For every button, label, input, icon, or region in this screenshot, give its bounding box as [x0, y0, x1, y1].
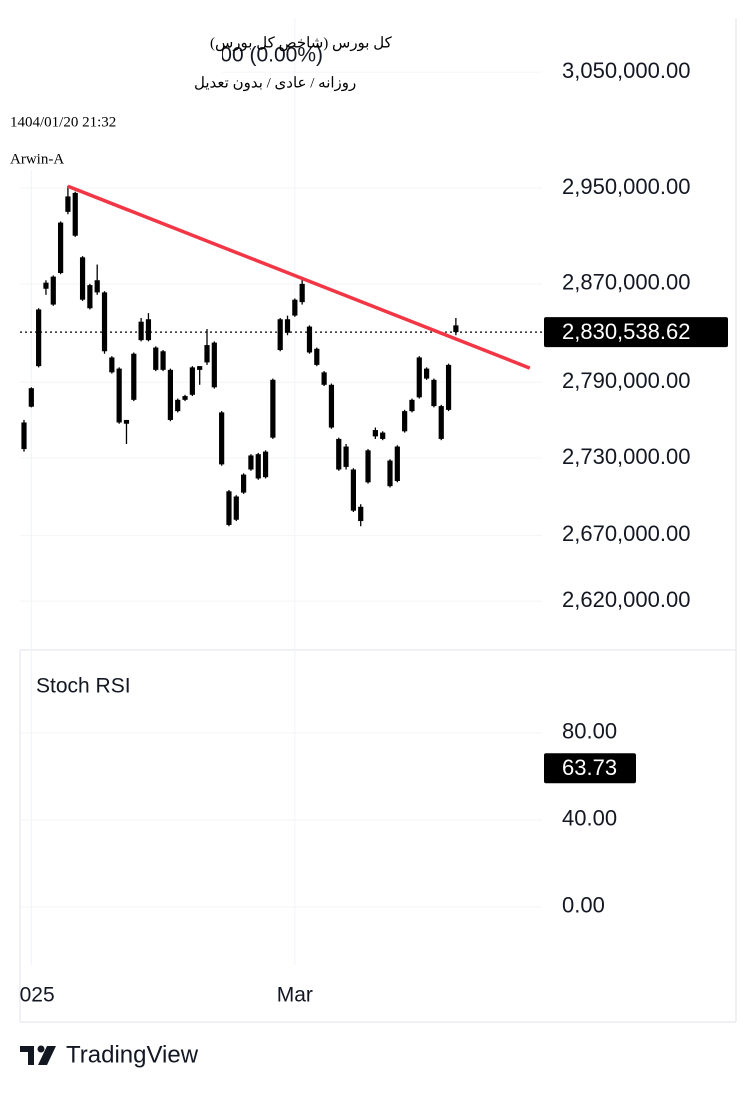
candle-body [211, 342, 217, 388]
candle-body [138, 321, 144, 341]
candle-body [160, 351, 166, 370]
candle-body [43, 282, 49, 289]
y-tick-label: 80.00 [562, 719, 617, 744]
candle-body [248, 455, 254, 470]
y-tick-label: 2,870,000.00 [562, 270, 690, 295]
brand: TradingView [66, 1041, 199, 1068]
y-tick-label: 0.00 [562, 893, 605, 918]
candle-body [387, 460, 393, 487]
candle-body [350, 469, 356, 511]
x-tick-label: Mar [277, 984, 313, 1007]
last-price-label: 2,830,538.62 [562, 319, 690, 344]
candle-body [50, 276, 56, 305]
candle-body [226, 491, 232, 525]
y-tick-label: 2,670,000.00 [562, 521, 690, 546]
candle-body [416, 357, 422, 398]
candle-body [94, 280, 100, 293]
candle-body [402, 411, 408, 432]
candle-body [453, 325, 459, 333]
candle-body [109, 357, 115, 373]
datetime: 1404/01/20 21:32 [10, 114, 116, 130]
candle-body [438, 406, 444, 439]
candle-body [189, 367, 195, 395]
last-value-badge [544, 753, 636, 784]
candle-body [241, 474, 247, 493]
candle-body [336, 438, 342, 470]
candle-body [153, 347, 159, 370]
y-tick-label: 40.00 [562, 806, 617, 831]
candle-body [372, 430, 378, 437]
candle-body [197, 366, 203, 370]
trendline [67, 184, 531, 370]
change: 0.00 (0.00%) [203, 44, 323, 67]
y-tick-label: 2,790,000.00 [562, 368, 690, 393]
candle-body [277, 319, 283, 351]
candle-body [394, 446, 400, 482]
candle-body [79, 257, 86, 300]
y-tick-label: 2,950,000.00 [562, 174, 690, 199]
header-box [0, 18, 222, 170]
candle-body [204, 345, 210, 363]
candle-body [358, 506, 364, 522]
candle-body [58, 222, 64, 273]
candle-body [431, 379, 437, 407]
candle-body [167, 369, 173, 420]
candle-body [72, 192, 78, 236]
candle-body [328, 384, 335, 428]
candle-body [445, 364, 452, 410]
candle-body [262, 451, 269, 478]
candle-body [131, 353, 137, 400]
candle-body [175, 399, 181, 412]
last-price-badge [544, 317, 728, 348]
candle-body [123, 419, 130, 424]
y-tick-label: 2,620,000.00 [562, 587, 690, 612]
candle-body [219, 412, 225, 465]
indicator-title: Stoch RSI [36, 675, 131, 698]
candle-body [233, 496, 239, 520]
candle-body [314, 348, 320, 365]
last-value-label: 63.73 [562, 755, 617, 780]
candle-body [270, 379, 276, 438]
candle-body [424, 368, 430, 379]
y-tick-label: 2,730,000.00 [562, 444, 690, 469]
candle-body [65, 196, 71, 212]
candle-body [87, 285, 93, 309]
x-tick-label: 2025 [8, 984, 55, 1007]
logo [20, 1045, 56, 1065]
symbol-title: کل بورس (شاخص کل بورس) [210, 35, 393, 51]
candle-body [255, 454, 261, 479]
candle-body [306, 326, 313, 353]
candle-body [343, 446, 349, 467]
candle-body [101, 292, 108, 352]
candle-body [28, 388, 34, 407]
candle-body [182, 396, 188, 400]
candle-body [365, 450, 371, 483]
candle-body [409, 399, 415, 412]
candle-body [321, 372, 327, 385]
author: Arwin-A [10, 151, 64, 167]
settings: روزانه / عادی / بدون تعدیل [194, 75, 356, 91]
y-tick-label: 3,050,000.00 [562, 58, 690, 83]
candle-body [299, 283, 305, 303]
candle-body [116, 368, 122, 423]
candle-body [380, 432, 386, 439]
candle-body [36, 309, 42, 367]
candle-body [21, 422, 27, 450]
candle-body [292, 299, 298, 316]
candle-body [145, 319, 152, 341]
candle-body [284, 319, 291, 333]
